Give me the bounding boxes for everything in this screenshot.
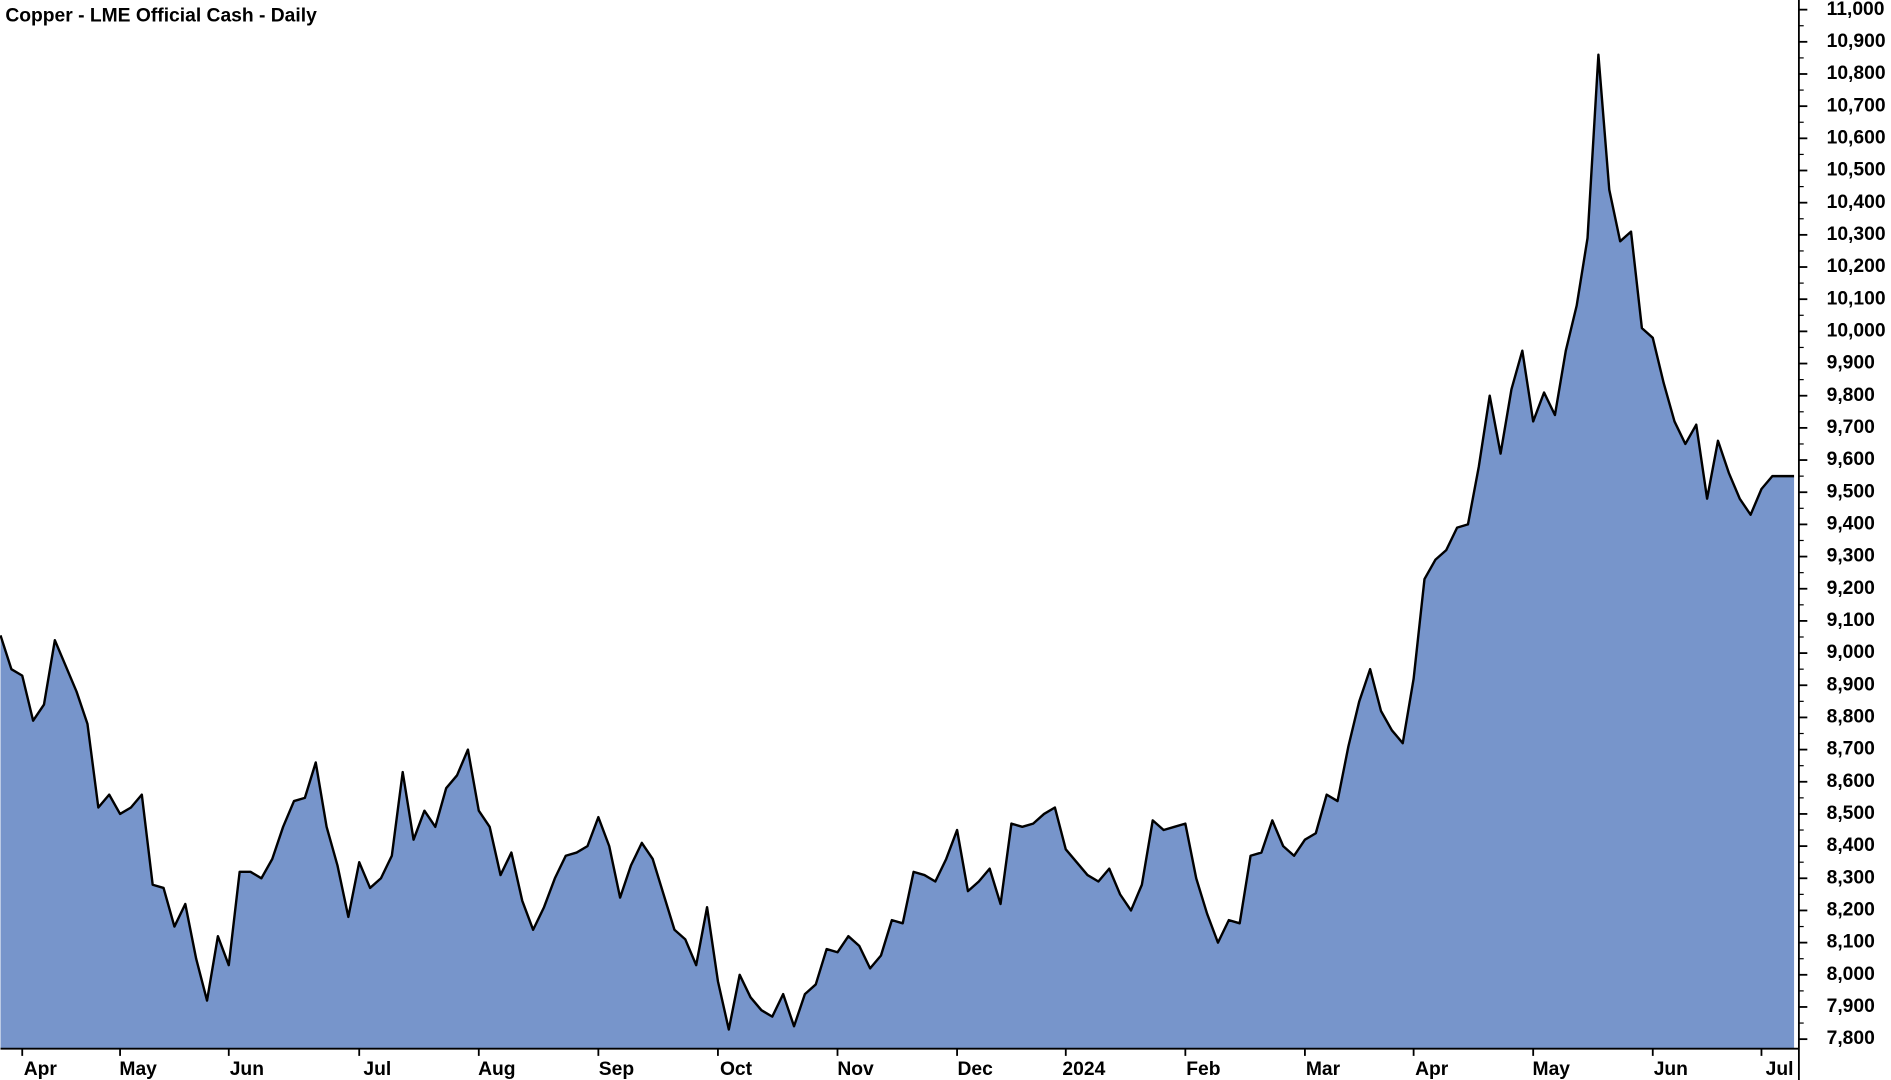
x-tick-label: May	[119, 1059, 157, 1080]
y-tick-label: 8,300	[1827, 867, 1875, 888]
y-tick-label: 9,300	[1827, 546, 1875, 567]
chart-title: Copper - LME Official Cash - Daily	[5, 6, 317, 27]
x-tick-label: Sep	[599, 1059, 634, 1080]
y-tick-label: 8,100	[1827, 932, 1875, 953]
y-tick-label: 9,700	[1827, 417, 1875, 438]
y-tick-label: 7,800	[1827, 1028, 1875, 1049]
y-tick-label: 9,500	[1827, 481, 1875, 502]
y-tick-label: 7,900	[1827, 996, 1875, 1017]
y-tick-label: 8,000	[1827, 964, 1875, 985]
x-tick-label: Nov	[837, 1059, 874, 1080]
y-tick-label: 10,300	[1827, 224, 1886, 245]
x-tick-label: 2024	[1062, 1059, 1105, 1080]
y-tick-label: 8,800	[1827, 707, 1875, 728]
x-tick-label: Dec	[957, 1059, 993, 1080]
x-tick-label: Jun	[230, 1059, 264, 1080]
y-tick-label: 10,900	[1827, 31, 1886, 52]
y-tick-label: 8,400	[1827, 835, 1875, 856]
price-line	[0, 53, 1795, 1031]
plot-area	[0, 53, 1795, 1049]
area	[0, 54, 1795, 1049]
y-tick-label: 10,000	[1827, 320, 1886, 341]
y-tick-label: 8,600	[1827, 771, 1875, 792]
y-tick-label: 8,900	[1827, 674, 1875, 695]
y-tick-label: 10,600	[1827, 127, 1886, 148]
x-tick-label: Apr	[1415, 1059, 1449, 1080]
x-tick-label: Oct	[720, 1059, 753, 1080]
y-tick-label: 9,100	[1827, 610, 1875, 631]
x-tick-label: Aug	[478, 1059, 515, 1080]
x-tick-label: Feb	[1186, 1059, 1220, 1080]
y-tick-label: 9,600	[1827, 449, 1875, 470]
y-tick-label: 9,400	[1827, 513, 1875, 534]
x-tick-label: Jul	[363, 1059, 391, 1080]
x-tick-label: Jul	[1766, 1059, 1794, 1080]
x-tick-label: Mar	[1306, 1059, 1341, 1080]
y-tick-label: 10,400	[1827, 192, 1886, 213]
y-tick-label: 9,800	[1827, 385, 1875, 406]
y-tick-label: 10,200	[1827, 256, 1886, 277]
x-tick-label: Apr	[24, 1059, 58, 1080]
x-tick-label: May	[1533, 1059, 1571, 1080]
y-tick-label: 10,100	[1827, 288, 1886, 309]
y-tick-label: 9,000	[1827, 642, 1875, 663]
y-tick-label: 9,200	[1827, 578, 1875, 599]
y-tick-label: 10,700	[1827, 95, 1886, 116]
y-tick-label: 8,500	[1827, 803, 1875, 824]
y-tick-label: 10,500	[1827, 160, 1886, 181]
y-tick-label: 9,900	[1827, 353, 1875, 374]
y-tick-label: 8,700	[1827, 739, 1875, 760]
y-tick-label: 10,800	[1827, 63, 1886, 84]
x-tick-label: Jun	[1654, 1059, 1688, 1080]
y-tick-label: 11,000	[1827, 0, 1885, 20]
y-tick-label: 8,200	[1827, 900, 1875, 921]
